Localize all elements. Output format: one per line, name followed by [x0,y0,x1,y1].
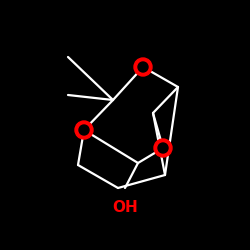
Circle shape [158,143,168,153]
Circle shape [134,58,152,76]
Text: OH: OH [112,200,138,215]
Circle shape [79,125,89,135]
Circle shape [138,62,148,72]
Circle shape [75,121,93,139]
Circle shape [154,139,172,157]
